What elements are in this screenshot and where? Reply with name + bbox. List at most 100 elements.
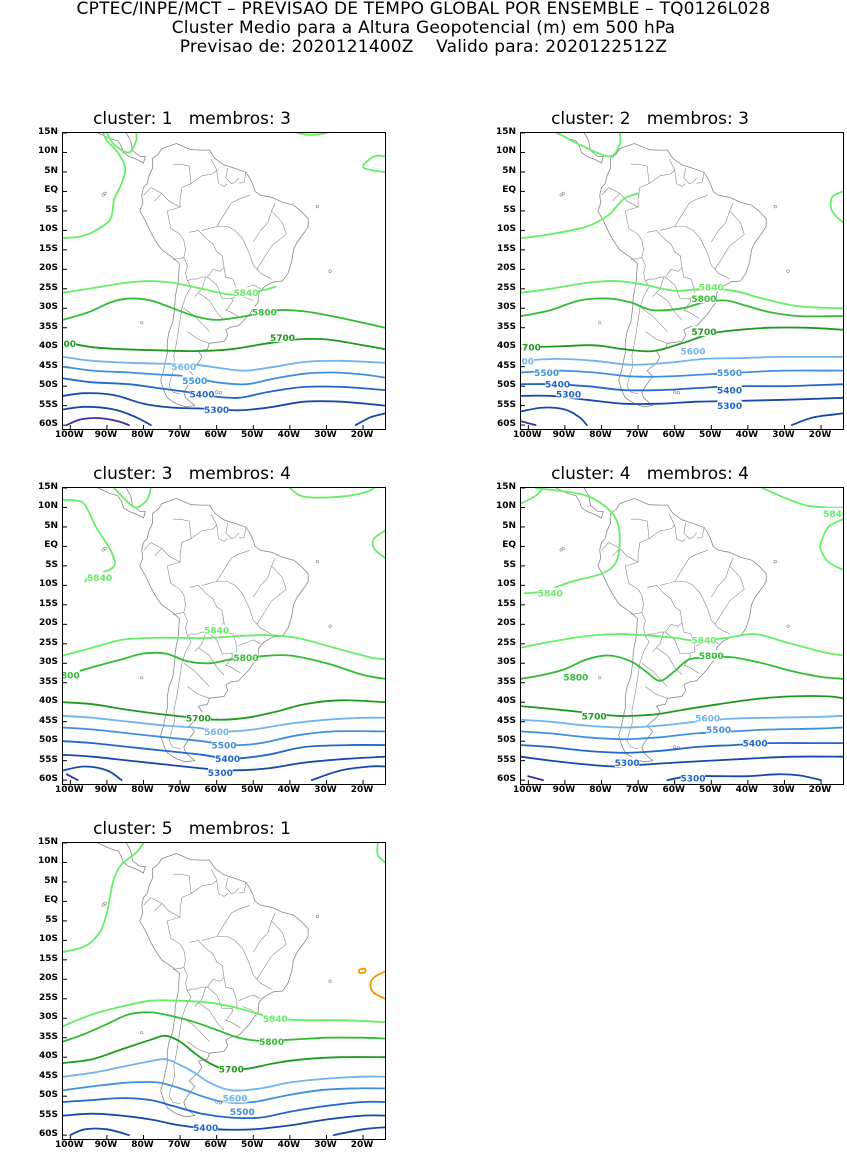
- lat-tick-label: 10S: [38, 224, 58, 235]
- island: [101, 193, 105, 197]
- cluster-panel-2: cluster: 2 membros: 3 15N 10N 5N EQ 5S 10S 15S 2…: [458, 109, 847, 462]
- contour-label: 5700: [691, 328, 716, 338]
- contour-label-bg: [208, 766, 233, 777]
- country-border: [187, 940, 225, 992]
- geopotential-map: 5840 5800 5700 700 5600 5500 5400 5300: [63, 133, 385, 429]
- country-border: [201, 936, 272, 990]
- country-border: [645, 686, 668, 699]
- country-border: [168, 967, 192, 1105]
- country-border: [198, 292, 225, 321]
- island: [676, 391, 680, 395]
- contour-label: 5840: [204, 627, 229, 637]
- contour-label: 5800: [691, 295, 716, 305]
- lon-tick-label: 40W: [735, 785, 759, 795]
- lon-tick-label: 40W: [277, 1140, 301, 1150]
- lon-tick-label: 70W: [167, 785, 191, 795]
- contour-label-bg: [182, 374, 207, 385]
- contour-label: 5500: [534, 369, 559, 379]
- lon-tick-label: 60W: [204, 785, 227, 795]
- lon-tick-label: 50W: [241, 1140, 264, 1150]
- country-border: [187, 331, 210, 344]
- country-border: [645, 230, 683, 282]
- country-border: [665, 267, 696, 299]
- country-border: [630, 163, 650, 184]
- country-border: [242, 1006, 254, 1011]
- contour-label-bg: [581, 710, 607, 721]
- lat-tick-label: 40S: [496, 341, 516, 352]
- contour-line: [358, 967, 367, 974]
- lon-tick-label: 20W: [350, 430, 374, 440]
- lat-tick-label: 15S: [38, 953, 58, 964]
- contour-label: 5800: [233, 654, 258, 664]
- lon-tick-label: 30W: [314, 430, 337, 440]
- lat-tick-label: 40S: [38, 696, 58, 707]
- contour-line: [69, 1127, 130, 1136]
- contour-label-bg: [222, 1092, 248, 1103]
- country-border: [187, 230, 225, 282]
- contour-label: 5700: [521, 344, 541, 354]
- contour-label: 5800: [252, 309, 277, 319]
- island: [101, 903, 105, 907]
- lat-tick-label: 10S: [38, 579, 58, 590]
- country-border: [612, 193, 621, 202]
- country-border: [216, 169, 228, 187]
- lat-tick-label: 55S: [38, 754, 58, 765]
- contour-label: 5700: [582, 712, 607, 722]
- contour-line: [63, 1097, 385, 1120]
- island: [315, 915, 319, 919]
- country-border: [665, 622, 696, 654]
- country-border: [659, 226, 730, 280]
- south-america-coastline: [139, 143, 309, 408]
- lon-tick-label: 30W: [314, 785, 337, 795]
- contour-label: 5840: [699, 283, 724, 293]
- country-border: [626, 612, 650, 750]
- contour-line: [63, 133, 127, 240]
- contour-line: [521, 326, 843, 353]
- contour-label: 5500: [706, 726, 731, 736]
- contour-label: 5800: [699, 652, 724, 662]
- contour-line: [521, 726, 843, 741]
- contour-label-bg: [171, 361, 196, 372]
- country-border: [187, 585, 225, 637]
- lat-tick-label: 15N: [37, 127, 58, 137]
- lon-tick-label: 70W: [167, 430, 191, 440]
- lat-tick-label: 30S: [38, 657, 58, 668]
- country-border: [683, 653, 699, 674]
- map-area: 5840580057005700600560055005500540054005…: [520, 132, 844, 430]
- country-border: [238, 527, 247, 539]
- country-border: [154, 193, 163, 202]
- contour-label-bg: [680, 345, 706, 356]
- country-border: [166, 158, 218, 258]
- contour-label-bg: [699, 281, 724, 292]
- country-border: [641, 308, 668, 332]
- lat-tick-label: 5N: [502, 165, 516, 176]
- country-border: [242, 296, 254, 301]
- contour-label: 5300: [717, 402, 742, 412]
- country-border: [656, 292, 683, 321]
- country-border: [198, 647, 225, 676]
- island: [598, 321, 602, 325]
- country-border: [143, 542, 181, 563]
- contour-line: [332, 1126, 385, 1136]
- contour-line: [527, 775, 544, 781]
- contour-label: 5600: [222, 1095, 247, 1105]
- central-america-coastline: [521, 133, 604, 164]
- central-america-coastline: [63, 133, 146, 164]
- contour-label-bg: [270, 331, 295, 342]
- contour-label-bg: [534, 367, 559, 378]
- contour-label-bg: [252, 306, 277, 317]
- contour-label-bg: [691, 326, 717, 337]
- lat-tick-label: 10N: [37, 146, 58, 157]
- contour-label: 5400: [545, 381, 570, 391]
- contour-label-bg: [63, 669, 80, 680]
- contour-line: [362, 154, 385, 173]
- contour-line: [521, 280, 843, 310]
- country-border: [238, 639, 261, 646]
- lon-tick-label: 50W: [241, 785, 264, 795]
- lat-tick-label: 25S: [496, 282, 516, 293]
- country-border: [194, 987, 206, 1007]
- header-line-1: CPTEC/INPE/MCT – PREVISAO DE TEMPO GLOBA…: [76, 0, 771, 19]
- island: [598, 676, 602, 680]
- contour-line: [63, 634, 385, 661]
- contour-label: 5300: [556, 390, 581, 400]
